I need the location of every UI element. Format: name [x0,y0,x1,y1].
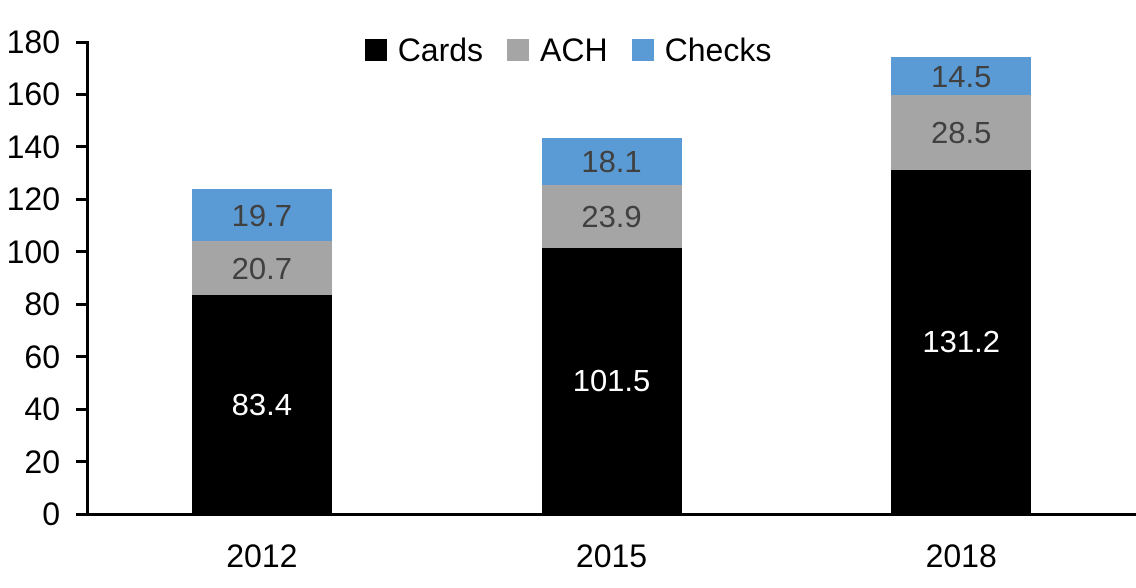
y-tick-label-160: 160 [6,76,60,113]
legend-swatch-icon-checks [631,39,654,61]
bar-segment-ach-2012: 20.7 [191,241,332,296]
y-tick-label-180: 180 [6,24,60,60]
y-tick-label-0: 0 [42,496,60,532]
y-tick-label-20: 20 [24,443,60,480]
bar-segment-ach-2015: 23.9 [541,185,682,248]
legend-label-cards: Cards [397,32,484,68]
y-tick-label-40: 40 [24,391,60,428]
bar-segment-ach-2018: 28.5 [891,95,1032,170]
y-tick-mark [76,512,89,516]
y-tick-mark [76,145,89,149]
bar-segment-checks-2018: 14.5 [891,57,1032,96]
y-tick-label-60: 60 [24,338,60,375]
bar-segment-checks-2015: 18.1 [541,137,682,186]
y-tick-mark [76,197,89,201]
data-label-cards-2015: 101.5 [572,363,651,399]
bar-2012: 83.4 20.7 19.7 [191,189,332,514]
data-label-ach-2012: 20.7 [231,250,292,286]
bar-segment-cards-2012: 83.4 [191,295,332,514]
data-label-cards-2018: 131.2 [922,324,1000,360]
y-tick-label-100: 100 [6,233,60,270]
y-tick-mark [76,250,89,254]
bar-segment-cards-2018: 131.2 [891,169,1032,514]
y-tick-label-80: 80 [24,286,60,323]
data-label-ach-2018: 28.5 [930,115,992,151]
legend-item-ach: ACH [507,34,608,66]
y-tick-mark [76,407,89,411]
bar-segment-cards-2015: 101.5 [541,247,682,514]
y-tick-mark [76,40,89,44]
y-axis-line [86,42,89,515]
data-label-checks-2015: 18.1 [581,143,642,179]
x-tick-label-2018: 2018 [925,538,997,574]
legend-label-ach: ACH [540,32,608,68]
x-axis-line [86,513,1136,516]
x-tick-label-2012: 2012 [226,538,298,574]
y-tick-label-140: 140 [6,128,60,165]
bar-2015: 101.5 23.9 18.1 [541,137,682,514]
legend-item-checks: Checks [631,32,772,68]
y-tick-label-120: 120 [6,181,60,218]
data-label-checks-2012: 19.7 [231,197,292,233]
bar-segment-checks-2012: 19.7 [191,189,332,242]
legend-item-cards: Cards [364,32,484,68]
data-label-checks-2018: 14.5 [930,58,992,94]
x-tick-label-2015: 2015 [575,538,648,574]
legend-label-checks: Checks [664,32,772,68]
y-tick-mark [76,460,89,464]
data-label-ach-2015: 23.9 [581,199,642,235]
y-tick-mark [76,355,89,359]
legend-swatch-icon-ach [507,39,530,61]
y-tick-mark [76,92,89,96]
data-label-cards-2012: 83.4 [231,387,292,423]
bar-2018: 131.2 28.5 14.5 [891,57,1032,514]
legend-swatch-icon-cards [364,39,387,61]
y-tick-mark [76,302,89,306]
